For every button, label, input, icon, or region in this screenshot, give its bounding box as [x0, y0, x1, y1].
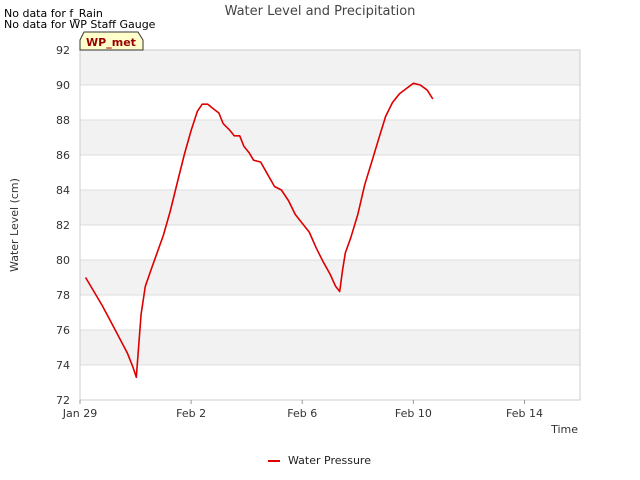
x-tick-label: Feb 2	[176, 407, 206, 420]
y-tick-label: 92	[56, 44, 70, 57]
y-tick-label: 90	[56, 79, 70, 92]
x-axis-label: Time	[550, 423, 578, 436]
grid-bands	[80, 50, 580, 365]
y-tick-label: 82	[56, 219, 70, 232]
y-tick-label: 74	[56, 359, 70, 372]
grid-band	[80, 50, 580, 85]
notice-rain: No data for f_Rain	[4, 7, 103, 20]
x-axis-ticks: Jan 29 Feb 2 Feb 6 Feb 10 Feb 14	[62, 400, 543, 420]
y-tick-label: 88	[56, 114, 70, 127]
legend[interactable]: Water Pressure	[268, 454, 371, 467]
site-badge-label: WP_met	[86, 36, 136, 49]
series-line-water-pressure	[84, 82, 434, 379]
x-tick-label: Feb 14	[506, 407, 543, 420]
grid-band	[80, 330, 580, 365]
y-tick-label: 76	[56, 324, 70, 337]
y-tick-label: 78	[56, 289, 70, 302]
x-tick-label: Feb 6	[287, 407, 317, 420]
x-tick-label: Feb 10	[395, 407, 432, 420]
site-badge-shape	[79, 31, 144, 51]
grid-band	[80, 260, 580, 295]
y-tick-label: 86	[56, 149, 70, 162]
series-layer	[84, 82, 434, 379]
x-tick-label: Jan 29	[62, 407, 97, 420]
y-axis-ticks: 72 74 76 78 80 82 84 86 88 90 92	[56, 44, 70, 407]
plot-frame	[79, 49, 581, 401]
notice-staff-gauge: No data for WP Staff Gauge	[4, 18, 156, 31]
legend-label-water-pressure: Water Pressure	[288, 454, 371, 467]
y-tick-label: 84	[56, 184, 70, 197]
grid-band	[80, 120, 580, 155]
y-tick-label: 72	[56, 394, 70, 407]
y-axis-label: Water Level (cm)	[8, 178, 21, 272]
y-tick-label: 80	[56, 254, 70, 267]
chart-title: Water Level and Precipitation	[225, 4, 416, 19]
site-badge: WP_met	[79, 31, 144, 51]
grid-band	[80, 190, 580, 225]
